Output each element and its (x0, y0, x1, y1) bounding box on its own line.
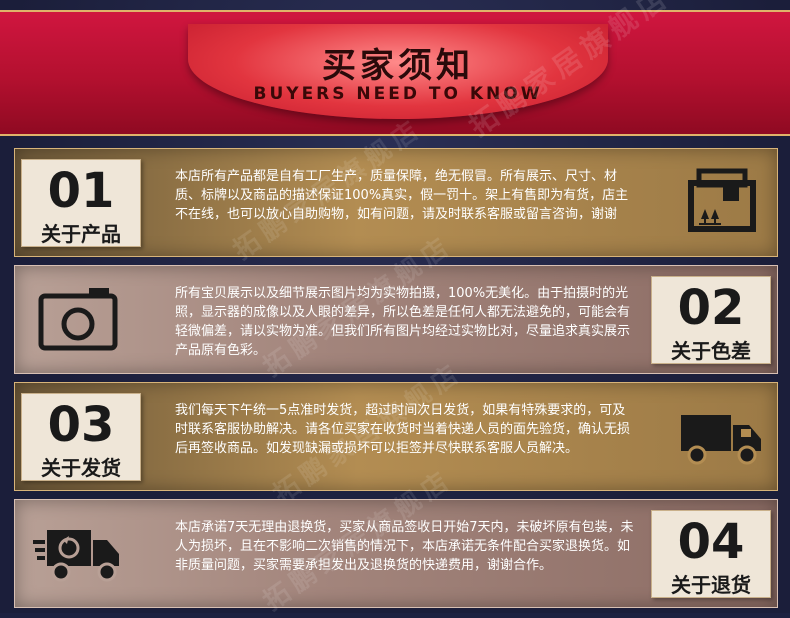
header-banner: 买家须知 BUYERS NEED TO KNOW 拓鹏家居旗舰店 (0, 0, 790, 143)
row-description: 本店所有产品都是自有工厂生产，质量保障，绝无假冒。所有展示、尺寸、材质、标牌以及… (175, 169, 629, 222)
title-plate: 买家须知 BUYERS NEED TO KNOW (188, 24, 608, 119)
row-number: 01 (47, 163, 115, 219)
delivery-truck-icon (677, 397, 767, 475)
info-row-product: 01 关于产品 本店所有产品都是自有工厂生产，质量保障，绝无假冒。所有展示、尺寸… (14, 113, 778, 266)
camera-icon (33, 280, 123, 358)
row-label: 关于色差 (671, 339, 751, 363)
row-label: 关于产品 (41, 222, 121, 246)
number-badge: 02 关于色差 (651, 276, 771, 364)
row-number: 03 (47, 397, 115, 453)
number-badge: 03 关于发货 (21, 393, 141, 481)
row-description: 我们每天下午统一5点准时发货，超过时间次日发货，如果有特殊要求的，可及时联系客服… (175, 403, 631, 456)
package-box-icon (677, 163, 767, 241)
info-row-return: 本店承诺7天无理由退换货，买家从商品签收日开始7天内，未破坏原有包装，未人为损坏… (14, 464, 778, 617)
row-number: 04 (677, 514, 745, 570)
number-badge: 04 关于退货 (651, 510, 771, 598)
return-truck-icon (33, 514, 123, 592)
info-row-color: 所有宝贝展示以及细节展示图片均为实物拍摄，100%无美化。由于拍摄时的光照，显示… (14, 230, 778, 383)
row-number: 02 (677, 280, 745, 336)
page-title: 买家须知 (322, 46, 474, 86)
row-description: 所有宝贝展示以及细节展示图片均为实物拍摄，100%无美化。由于拍摄时的光照，显示… (175, 286, 631, 358)
page-subtitle: BUYERS NEED TO KNOW (253, 84, 543, 104)
number-badge: 01 关于产品 (21, 159, 141, 247)
row-label: 关于发货 (41, 456, 121, 480)
row-description: 本店承诺7天无理由退换货，买家从商品签收日开始7天内，未破坏原有包装，未人为损坏… (175, 520, 634, 573)
info-row-shipping: 03 关于发货 我们每天下午统一5点准时发货，超过时间次日发货，如果有特殊要求的… (14, 357, 778, 510)
row-label: 关于退货 (671, 573, 751, 597)
